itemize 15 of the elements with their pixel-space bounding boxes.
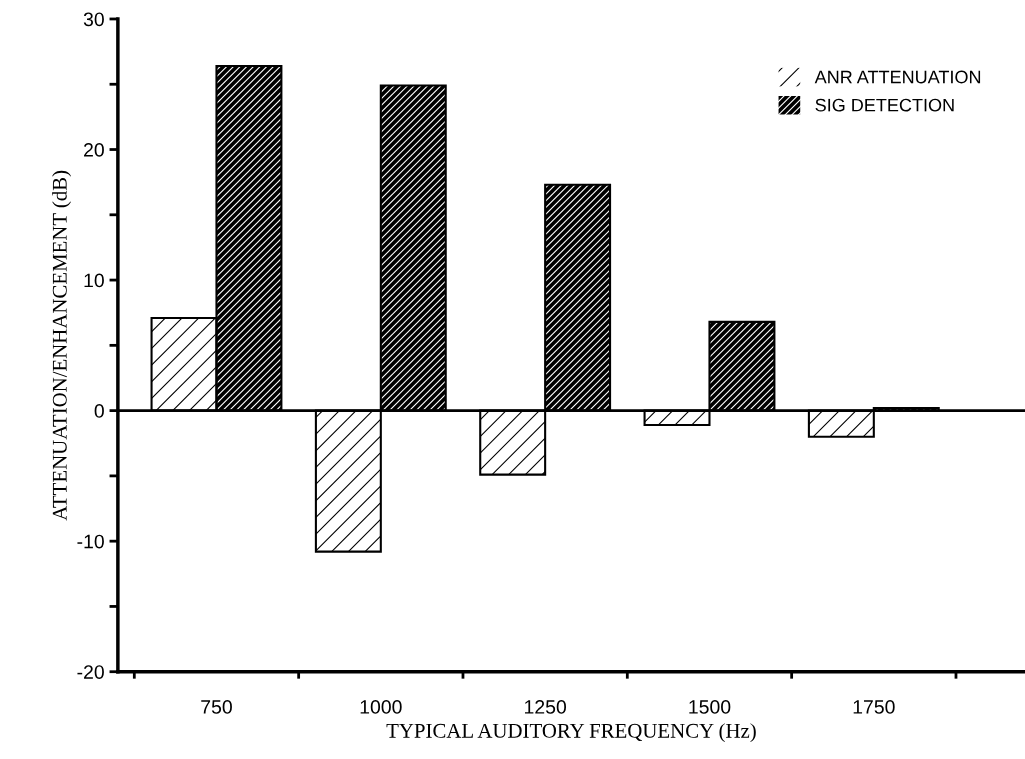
x-tick-label: 1000 [360,700,402,714]
y-tick-label: -20 [77,665,104,679]
y-tick-label: 10 [84,273,104,288]
x-axis-title: TYPICAL AUDITORY FREQUENCY (Hz) [386,723,756,743]
x-tick-label: 750 [201,700,232,714]
legend-label: ANR ATTENUATION [814,70,981,84]
x-tick-label: 1500 [689,700,731,714]
y-tick-label: 30 [83,12,104,27]
y-axis-title: ATTENUATION/ENHANCEMENT (dB) [52,170,72,521]
x-tick-label: 1250 [525,700,567,714]
legend-label: SIG DETECTION [815,98,954,112]
y-tick-label: 0 [94,404,104,418]
y-tick-label: -10 [77,534,104,549]
x-tick-label: 1750 [853,700,895,714]
y-tick-label: 20 [84,142,104,157]
